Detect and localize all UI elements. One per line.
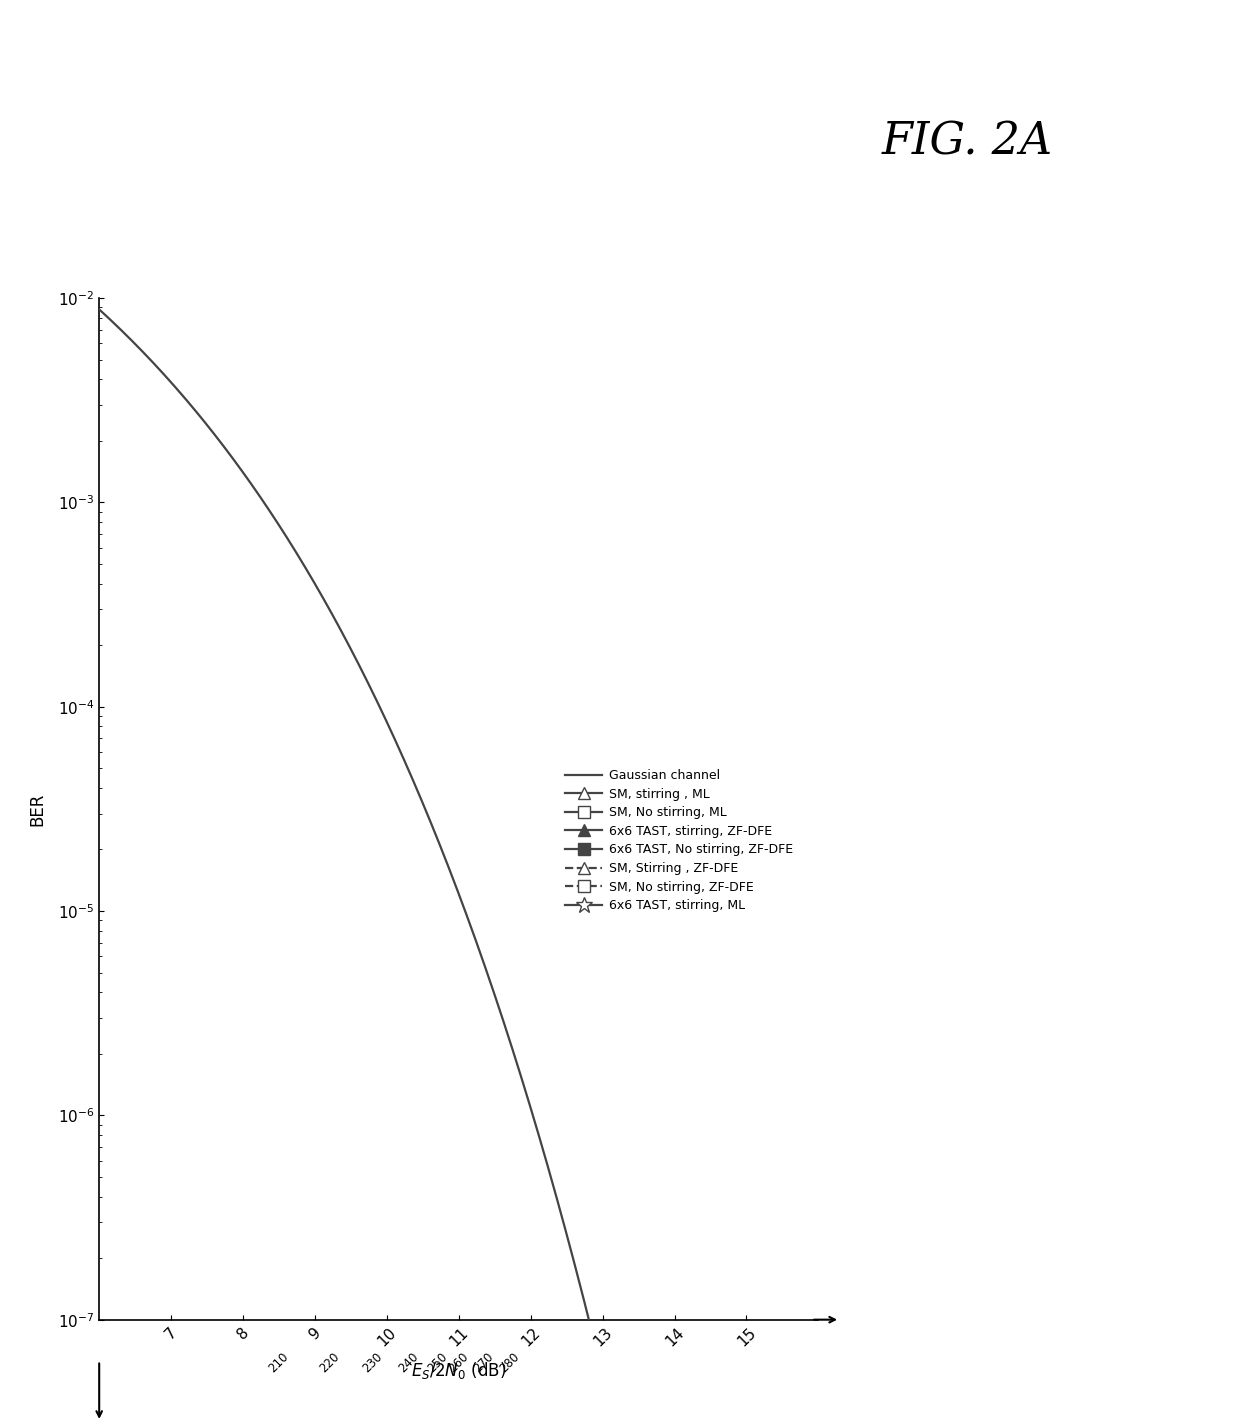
- Text: 240: 240: [396, 1351, 420, 1375]
- Text: 210: 210: [267, 1351, 291, 1375]
- Legend: Gaussian channel, SM, stirring , ML, SM, No stirring, ML, 6x6 TAST, stirring, ZF: Gaussian channel, SM, stirring , ML, SM,…: [560, 763, 797, 917]
- Text: 280: 280: [497, 1351, 522, 1375]
- Text: 230: 230: [360, 1351, 384, 1375]
- Text: 260: 260: [446, 1351, 471, 1375]
- Text: FIG. 2A: FIG. 2A: [882, 121, 1053, 163]
- Text: 250: 250: [425, 1351, 450, 1375]
- X-axis label: $E_S/2N_0$ (dB): $E_S/2N_0$ (dB): [412, 1359, 506, 1381]
- Y-axis label: BER: BER: [29, 792, 47, 826]
- Text: 220: 220: [317, 1351, 342, 1375]
- Text: 270: 270: [471, 1351, 496, 1375]
